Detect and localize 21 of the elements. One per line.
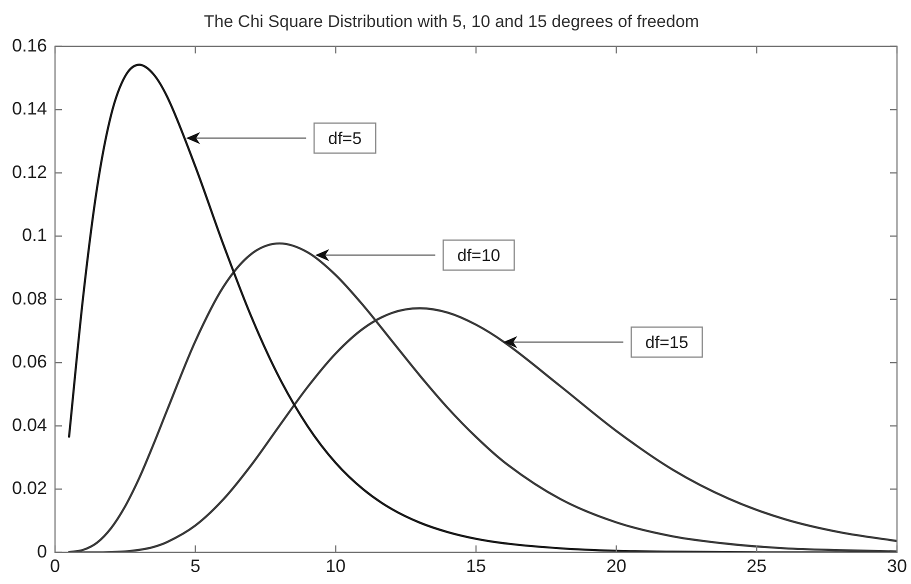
y-tick-label: 0.12 xyxy=(12,162,48,182)
x-tick-label: 15 xyxy=(466,556,486,576)
y-tick-label: 0 xyxy=(37,541,48,562)
line-series xyxy=(68,64,897,552)
x-tick-label: 10 xyxy=(326,556,346,576)
y-tick-label: 0.04 xyxy=(12,414,48,435)
x-tick-label: 25 xyxy=(746,556,767,576)
y-tick-label: 0.06 xyxy=(12,352,48,372)
y-tick-label: 0.16 xyxy=(12,35,48,56)
x-tick-label: 30 xyxy=(886,556,908,576)
x-tick-label: 20 xyxy=(606,556,626,576)
annotation: df=5 xyxy=(328,128,362,148)
annotation: df=10 xyxy=(457,246,500,265)
y-tick-label: 0.1 xyxy=(22,225,48,246)
chart-title: The Chi Square Distribution with 5, 10 and 15 degrees of freedom xyxy=(204,12,700,31)
y-tick-label: 0.08 xyxy=(12,288,48,308)
x-tick-label: 5 xyxy=(190,556,200,576)
x-tick-label: 0 xyxy=(50,556,60,576)
y-tick-label: 0.14 xyxy=(12,98,48,119)
y-tick-label: 0.02 xyxy=(12,478,48,498)
annotation: df=15 xyxy=(645,332,688,352)
